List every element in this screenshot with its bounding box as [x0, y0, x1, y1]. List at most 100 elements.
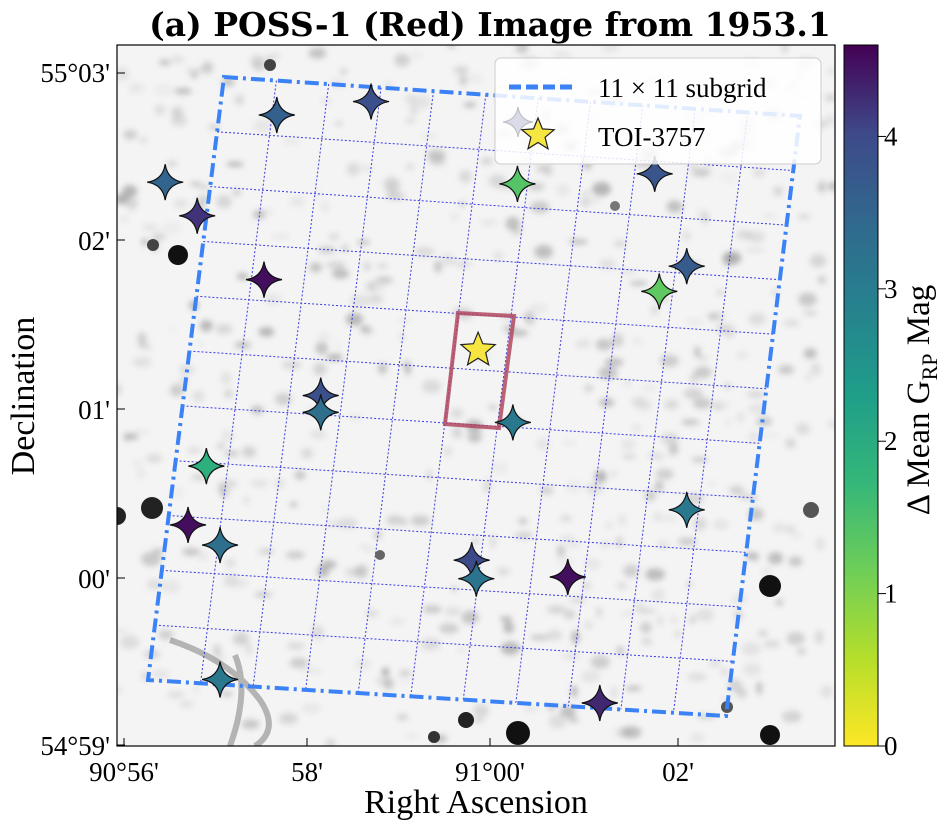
sky-noise-blob — [767, 552, 784, 565]
sky-noise-blob — [509, 329, 529, 337]
sky-noise-blob — [399, 517, 408, 526]
sky-noise-blob — [746, 552, 755, 560]
sky-noise-blob — [571, 684, 578, 698]
colorbar-tick-label: 0 — [884, 731, 898, 761]
sky-noise-blob — [221, 429, 234, 443]
sky-noise-blob — [141, 552, 162, 567]
sky-noise-blob — [723, 383, 732, 390]
sky-noise-blob — [469, 74, 482, 83]
sky-noise-blob — [208, 124, 220, 130]
sky-noise-blob — [325, 738, 335, 746]
subgrid-line — [567, 105, 644, 707]
sky-noise-blob — [741, 642, 761, 656]
sky-noise-blob — [786, 525, 795, 534]
sky-noise-blob — [374, 530, 382, 540]
subgrid-line — [672, 112, 749, 713]
sky-noise-blob — [750, 495, 758, 501]
sky-noise-blob — [586, 482, 603, 495]
sky-noise-blob — [250, 405, 264, 415]
sky-noise-blob — [289, 196, 305, 207]
sky-noise-blob — [528, 303, 548, 314]
sky-noise-blob — [137, 332, 147, 347]
sky-noise-blob — [487, 405, 498, 410]
sky-noise-blob — [616, 582, 628, 590]
sky-noise-blob — [530, 635, 550, 640]
sky-noise-blob — [598, 367, 618, 379]
sky-noise-blob — [168, 327, 177, 333]
sky-noise-blob — [542, 164, 553, 177]
sky-noise-blob — [241, 446, 256, 458]
sky-noise-blob — [773, 186, 783, 197]
sky-noise-blob — [516, 532, 525, 539]
sky-noise-blob — [661, 432, 679, 446]
sky-noise-blob — [322, 504, 330, 514]
sky-noise-blob — [457, 647, 467, 654]
sky-noise-blob — [171, 106, 184, 120]
sky-noise-blob — [224, 389, 233, 399]
sky-noise-blob — [313, 362, 327, 376]
neighbor-star-point — [201, 661, 239, 698]
sky-noise-blob — [549, 714, 566, 729]
subgrid-line — [154, 624, 733, 662]
neighbor-star-point — [169, 506, 207, 544]
sky-noise-blob — [406, 163, 415, 170]
sky-noise-blob — [220, 371, 232, 385]
sky-noise-blob — [360, 325, 369, 332]
sky-noise-blob — [190, 71, 199, 79]
sky-noise-blob — [398, 670, 412, 677]
sky-noise-blob — [383, 678, 394, 690]
sky-noise-blob — [231, 579, 248, 588]
sky-noise-blob — [254, 591, 273, 598]
sky-noise-blob — [275, 392, 292, 406]
sky-noise-blob — [809, 254, 827, 268]
sky-noise-blob — [803, 348, 817, 359]
sky-noise-blob — [274, 478, 285, 489]
sky-noise-blob — [561, 653, 581, 660]
sky-noise-blob — [356, 239, 371, 246]
sky-noise-blob — [338, 517, 358, 529]
neighbor-star-point — [581, 684, 618, 722]
sky-noise-blob — [817, 275, 827, 285]
sky-noise-blob — [459, 74, 468, 86]
sky-noise-blob — [427, 149, 446, 162]
sky-noise-blob — [138, 344, 153, 349]
sky-noise-blob — [578, 338, 591, 349]
sky-noise-blob — [601, 45, 620, 53]
sky-noise-blob — [546, 605, 567, 614]
plate-artifact — [169, 637, 272, 746]
sky-noise-blob — [590, 655, 610, 669]
sky-noise-blob — [651, 588, 665, 602]
sky-noise-blob — [404, 94, 418, 104]
points-layer — [147, 83, 705, 722]
sky-noise-blob — [483, 479, 492, 493]
sky-noise-blob — [192, 390, 205, 402]
sky-noise-blob — [282, 138, 301, 145]
sky-noise-blob — [377, 362, 388, 375]
sky-noise-blob — [409, 102, 419, 116]
sky-noise-blob — [631, 423, 642, 433]
sky-noise-blob — [348, 414, 364, 421]
y-tick-label: 00' — [78, 564, 110, 594]
sky-noise-blob — [320, 200, 330, 214]
sky-noise-blob — [226, 161, 244, 167]
sky-noise-blob — [452, 425, 463, 439]
sky-noise-blob — [503, 621, 514, 634]
sky-noise-blob — [619, 269, 638, 276]
sky-noise-blob — [426, 470, 433, 481]
sky-noise-blob — [185, 68, 204, 73]
sky-noise-blob — [762, 214, 777, 219]
sky-noise-blob — [752, 168, 766, 177]
sky-noise-blob — [563, 609, 576, 620]
subgrid-line — [175, 460, 753, 499]
sky-noise-blob — [786, 632, 805, 645]
sky-noise-blob — [778, 365, 794, 375]
subgrid-line — [620, 108, 696, 710]
sky-noise-blob — [746, 231, 765, 243]
sky-noise-blob — [245, 642, 253, 656]
sky-noise-blob — [179, 700, 194, 708]
sky-noise-blob — [596, 606, 603, 618]
sky-noise-blob — [434, 260, 443, 273]
sky-noise-blob — [468, 432, 482, 443]
sky-noise-blob — [397, 714, 408, 720]
sky-noise-blob — [650, 306, 659, 315]
